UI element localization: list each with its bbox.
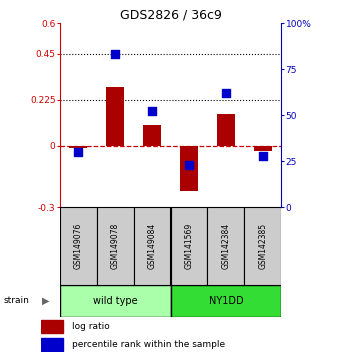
Bar [207,207,244,285]
Text: strain: strain [3,296,29,306]
Bar [97,207,134,285]
Bar [170,285,281,317]
Bar [217,114,235,146]
Bar [69,146,87,148]
Text: ▶: ▶ [42,296,50,306]
Bar [180,146,198,191]
Text: GDS2826 / 36c9: GDS2826 / 36c9 [120,9,221,22]
Point [260,153,266,158]
Bar [60,207,97,285]
Text: GSM149076: GSM149076 [74,223,83,269]
Bar [244,207,281,285]
Point [112,51,118,57]
Bar [134,207,170,285]
Text: GSM142385: GSM142385 [258,223,267,269]
Text: GSM141569: GSM141569 [184,223,193,269]
Text: GSM149084: GSM149084 [148,223,157,269]
Bar [170,207,207,285]
Bar [41,320,63,333]
Point [223,90,228,96]
Text: wild type: wild type [93,296,137,306]
Point [75,149,81,155]
Bar [60,285,170,317]
Text: GSM142384: GSM142384 [221,223,231,269]
Text: log ratio: log ratio [72,322,109,331]
Bar [254,146,272,151]
Bar [106,87,124,146]
Bar [41,338,63,350]
Bar [143,125,161,146]
Point [186,162,192,167]
Text: GSM149078: GSM149078 [110,223,120,269]
Point [149,109,155,114]
Text: NY1DD: NY1DD [209,296,243,306]
Text: percentile rank within the sample: percentile rank within the sample [72,339,225,349]
